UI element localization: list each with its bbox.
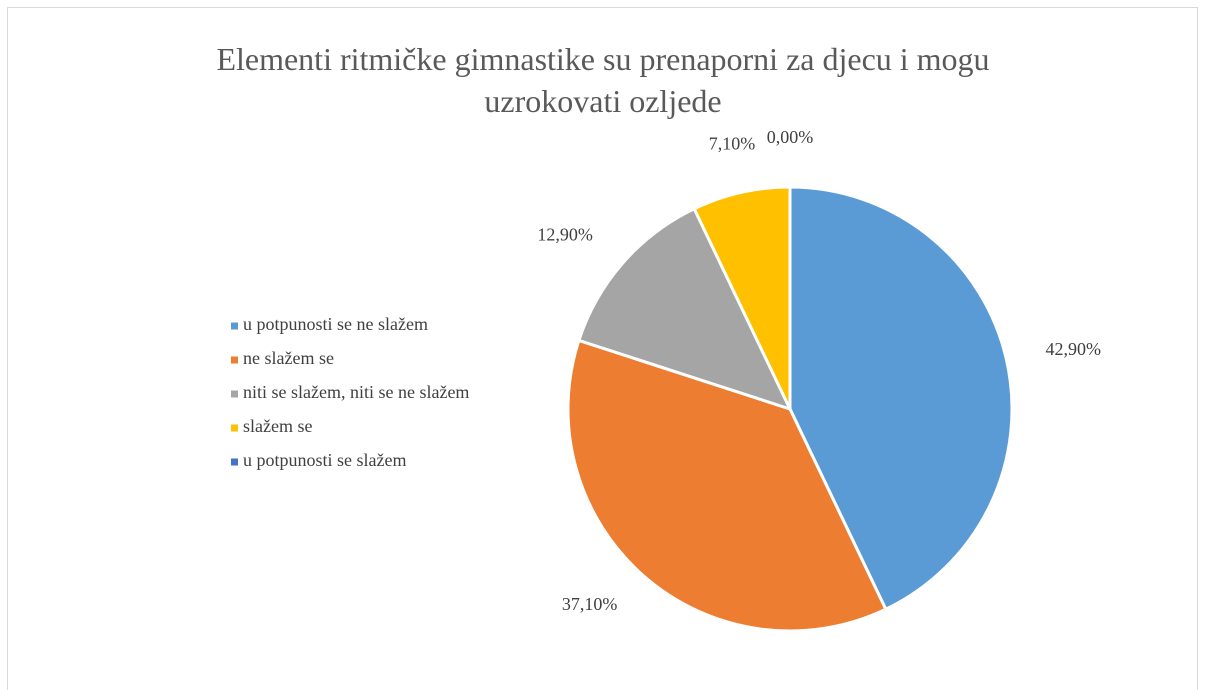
pie-slice bbox=[788, 185, 1014, 612]
data-label: 12,90% bbox=[537, 224, 593, 244]
legend-marker bbox=[231, 424, 238, 432]
pie-slice bbox=[576, 206, 793, 412]
legend-label: niti se slažem, niti se ne slažem bbox=[243, 382, 469, 402]
chart-title: Elementi ritmičke gimnastike su prenapor… bbox=[216, 41, 990, 119]
data-label: 42,90% bbox=[1046, 339, 1102, 359]
legend-marker bbox=[231, 322, 238, 330]
data-label: 37,10% bbox=[562, 594, 618, 614]
data-label: 7,10% bbox=[709, 134, 756, 154]
legend-marker bbox=[231, 458, 238, 466]
legend-marker bbox=[231, 356, 238, 364]
data-label: 0,00% bbox=[767, 127, 814, 147]
pie-slice bbox=[566, 338, 888, 633]
legend-label: ne slažem se bbox=[243, 348, 334, 368]
legend-marker bbox=[231, 390, 238, 398]
legend-label: u potpunosti se slažem bbox=[243, 450, 406, 470]
legend-label: u potpunosti se ne slažem bbox=[243, 314, 428, 334]
chart-border bbox=[7, 7, 1198, 690]
legend-label: slažem se bbox=[243, 416, 312, 436]
